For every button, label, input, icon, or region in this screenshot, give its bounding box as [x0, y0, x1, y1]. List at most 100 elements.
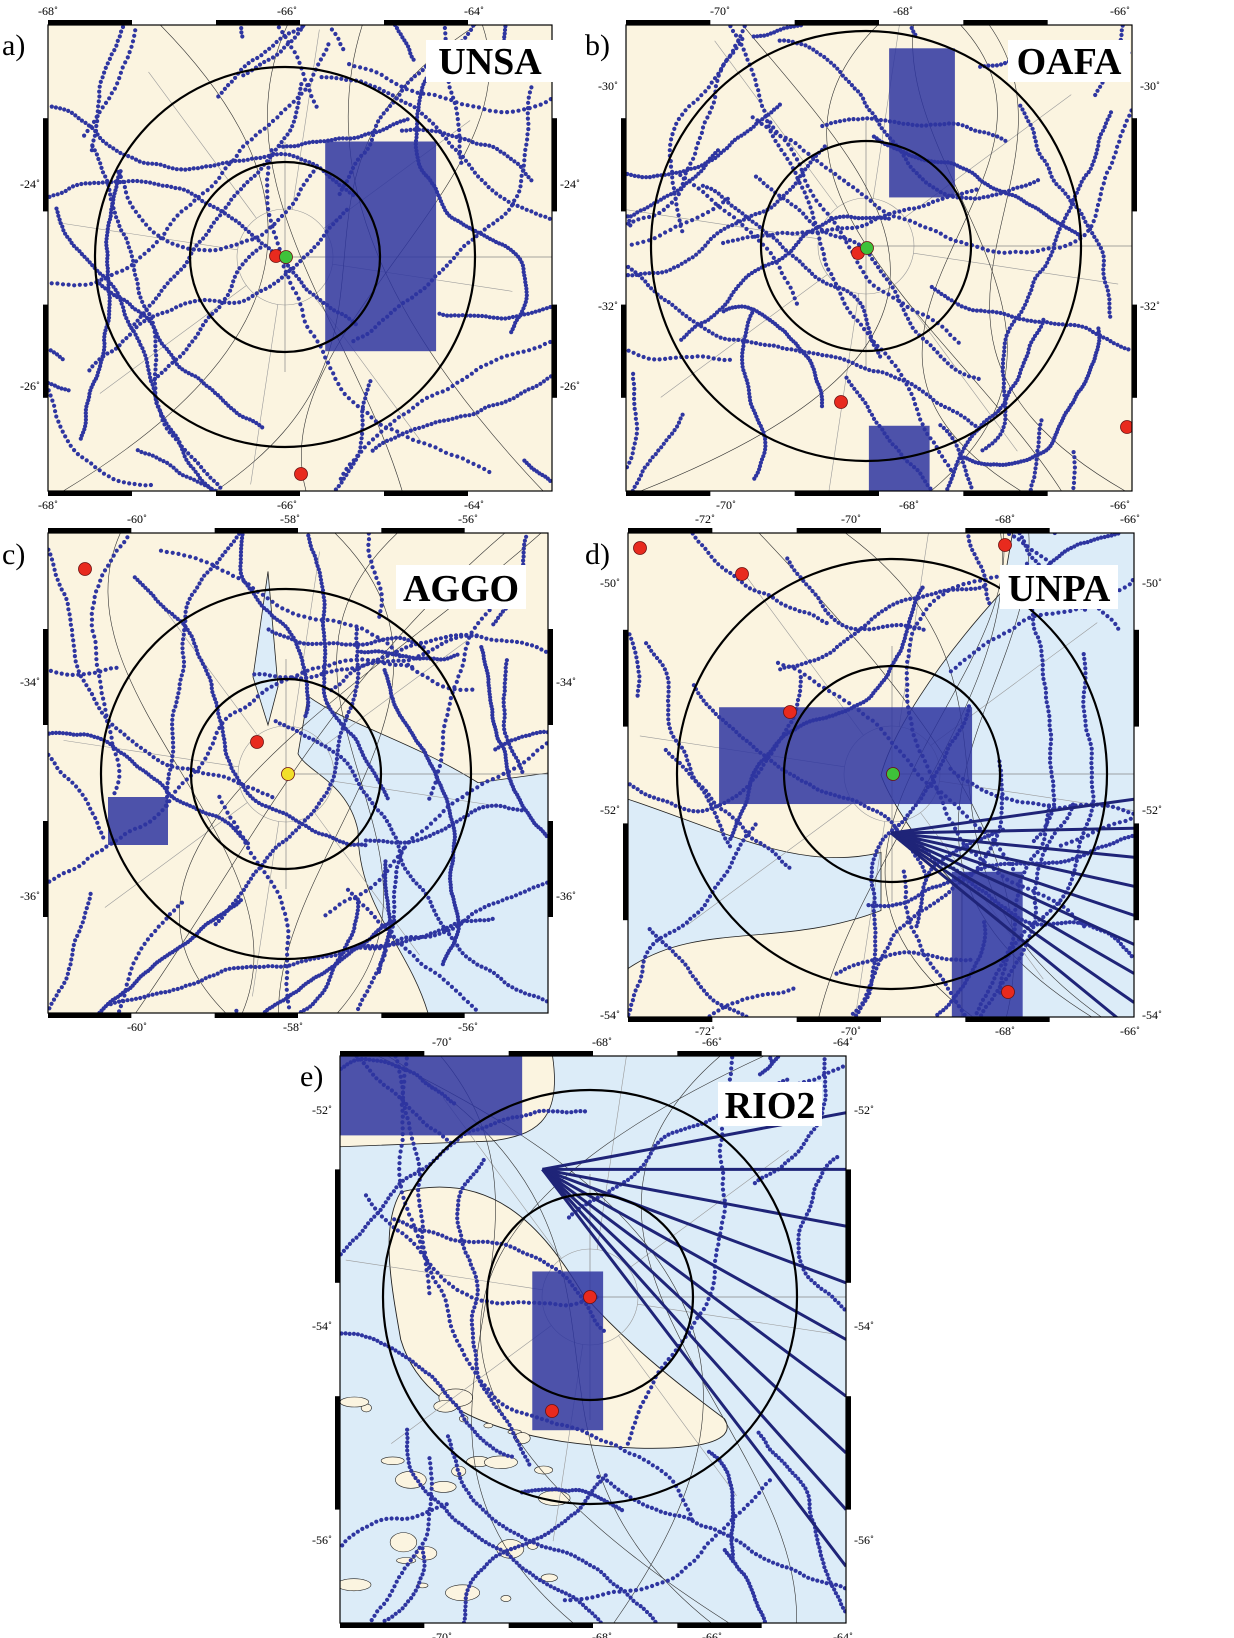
ship-track [890, 831, 1134, 975]
boundary-line [440, 1056, 574, 1623]
station-label: OAFA [1017, 41, 1122, 83]
green-station-marker [279, 250, 293, 264]
red-station-marker [1120, 420, 1132, 434]
ship-tracks [890, 797, 1134, 1017]
frame-segment [794, 491, 879, 496]
frame-segment [384, 491, 468, 496]
boundary-line [826, 25, 1062, 491]
tick-label-bottom: -66˚ [1110, 498, 1130, 512]
tick-label-bottom: -68˚ [995, 1024, 1015, 1038]
outer-range-ring [93, 65, 477, 449]
survey-block [108, 797, 168, 845]
map-e [340, 1056, 846, 1623]
frame-segment [626, 20, 711, 25]
frame-segment [623, 629, 628, 727]
frame-segment [1132, 118, 1137, 212]
tick-label-bottom: -66˚ [1120, 1024, 1140, 1038]
strait-area [628, 798, 882, 970]
map-a [48, 25, 552, 491]
frame-segment [552, 304, 557, 398]
island [540, 1573, 558, 1582]
tick-label-left: -36˚ [20, 889, 40, 903]
station-label: RIO2 [725, 1085, 816, 1127]
red-station-marker [783, 705, 797, 719]
island [396, 1557, 417, 1564]
tick-label-bottom: -68˚ [38, 498, 58, 512]
frame-segment [621, 304, 626, 398]
island [445, 1584, 480, 1602]
frame-segment [340, 1623, 425, 1628]
frame-segment [796, 1017, 881, 1022]
boundary-line [63, 25, 269, 491]
red-station-marker [545, 1404, 559, 1418]
island [500, 1595, 512, 1602]
panel-a: -68˚ -66˚ -64˚ -68˚ -66˚ -64˚ -24˚ -26˚ -24˚ -26˚… [2, 4, 580, 512]
frame-segment [846, 1169, 851, 1283]
frame-segment [335, 1396, 340, 1510]
island [380, 1456, 405, 1465]
station-label-box [718, 1082, 822, 1126]
graticule-line [291, 29, 320, 210]
tick-label-top: -68˚ [893, 4, 913, 18]
tick-label-bottom: -68˚ [592, 1630, 612, 1638]
tick-label-bottom: -70˚ [716, 498, 736, 512]
survey-block [889, 48, 955, 198]
yellow-station-marker [281, 767, 295, 781]
graticule-line [596, 1056, 627, 1250]
frame-segment [381, 528, 465, 533]
frame-segment [508, 1051, 593, 1056]
tick-label-left: -52˚ [312, 1103, 332, 1117]
ship-track [541, 1168, 846, 1341]
island [534, 1465, 554, 1475]
station-label-box [396, 565, 526, 609]
panel-b: -70˚ -68˚ -66˚ -70˚ -68˚ -66˚ -30˚ -32˚ -30˚ -32˚… [585, 4, 1160, 512]
tick-label-top: -66˚ [702, 1035, 722, 1049]
panel-letter: e) [300, 1060, 323, 1093]
tick-label-bottom: -64˚ [833, 1630, 853, 1638]
graticule-line [854, 821, 886, 1017]
outer-range-ring [675, 557, 1109, 991]
frame-segment [340, 1051, 425, 1056]
station-label-box [1000, 565, 1118, 609]
frame-segment [796, 528, 881, 533]
ship-track [542, 1167, 846, 1228]
frame-segment [965, 528, 1050, 533]
map-d [628, 533, 1134, 1017]
frame-segment [548, 629, 553, 725]
inner-range-ring [759, 139, 973, 353]
island [389, 1532, 418, 1553]
tick-label-top: -70˚ [841, 512, 861, 526]
tick-label-bottom: -56˚ [458, 1020, 478, 1034]
tick-label-bottom: -70˚ [432, 1630, 452, 1638]
boundary-line [107, 533, 255, 1013]
tick-label-top: -66˚ [1120, 512, 1140, 526]
boundary-line [640, 25, 891, 491]
ship-track [890, 831, 1134, 946]
red-station-marker [834, 395, 848, 409]
frame-segment [626, 491, 711, 496]
station-label: UNSA [438, 41, 542, 83]
boundary-line [267, 25, 403, 491]
tick-label-left: -26˚ [20, 379, 40, 393]
frame-segment [1132, 304, 1137, 398]
frame-segment [335, 1169, 340, 1283]
panel-e: -70˚ -68˚ -66˚ -64˚ -70˚ -68˚ -66˚ -64˚ -52˚ -54˚… [300, 1035, 874, 1638]
ship-track [541, 1168, 846, 1398]
island [340, 1578, 372, 1592]
ship-track [890, 831, 1134, 1004]
red-station-marker [78, 562, 92, 576]
graticule-line [618, 1335, 737, 1496]
tick-label-left: -56˚ [312, 1533, 332, 1547]
survey-block [719, 707, 973, 805]
tick-label-right: -54˚ [1142, 1008, 1162, 1022]
frame-segment [552, 118, 557, 212]
tick-label-top: -68˚ [38, 4, 58, 18]
station-label-box [1008, 40, 1130, 82]
frame-segment [621, 118, 626, 212]
tick-label-bottom: -66˚ [277, 498, 297, 512]
tick-label-right: -32˚ [1140, 299, 1160, 313]
tick-label-right: -56˚ [854, 1533, 874, 1547]
inner-range-ring [188, 160, 382, 354]
island [340, 1396, 370, 1408]
graticule-line [939, 780, 1134, 811]
